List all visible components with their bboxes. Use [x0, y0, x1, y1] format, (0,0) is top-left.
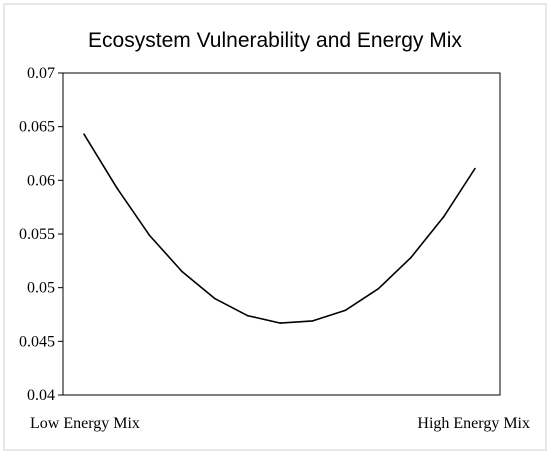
data-point [344, 309, 347, 312]
y-tick-label: 0.045 [19, 333, 55, 350]
data-point [116, 187, 118, 189]
data-point [83, 133, 85, 135]
data-point [410, 256, 412, 259]
series-layer [83, 133, 476, 324]
data-point [246, 314, 249, 317]
data-point [377, 287, 380, 290]
data-point [279, 322, 282, 324]
data-point [181, 270, 183, 273]
plot-area [62, 72, 501, 396]
data-point [474, 167, 476, 170]
data-point [148, 234, 151, 236]
x-label-low: Low Energy Mix [30, 415, 140, 432]
y-tick-label: 0.065 [19, 119, 55, 136]
data-point [213, 297, 216, 300]
y-tick-label: 0.07 [27, 65, 55, 82]
data-point [311, 320, 314, 322]
x-axis-labels: Low Energy Mix High Energy Mix [30, 415, 530, 432]
y-tick-label: 0.04 [27, 387, 55, 404]
y-tick-label: 0.06 [27, 172, 55, 189]
series-line [83, 133, 476, 324]
data-point [442, 216, 445, 218]
y-tick-label: 0.05 [27, 280, 55, 297]
chart-title: Ecosystem Vulnerability and Energy Mix [88, 29, 462, 52]
y-axis-ticks: 0.04 0.045 0.05 0.055 0.06 0.065 0.07 [19, 65, 63, 404]
y-tick-label: 0.055 [19, 226, 55, 243]
x-label-high: High Energy Mix [417, 415, 530, 432]
chart-border [3, 3, 547, 451]
